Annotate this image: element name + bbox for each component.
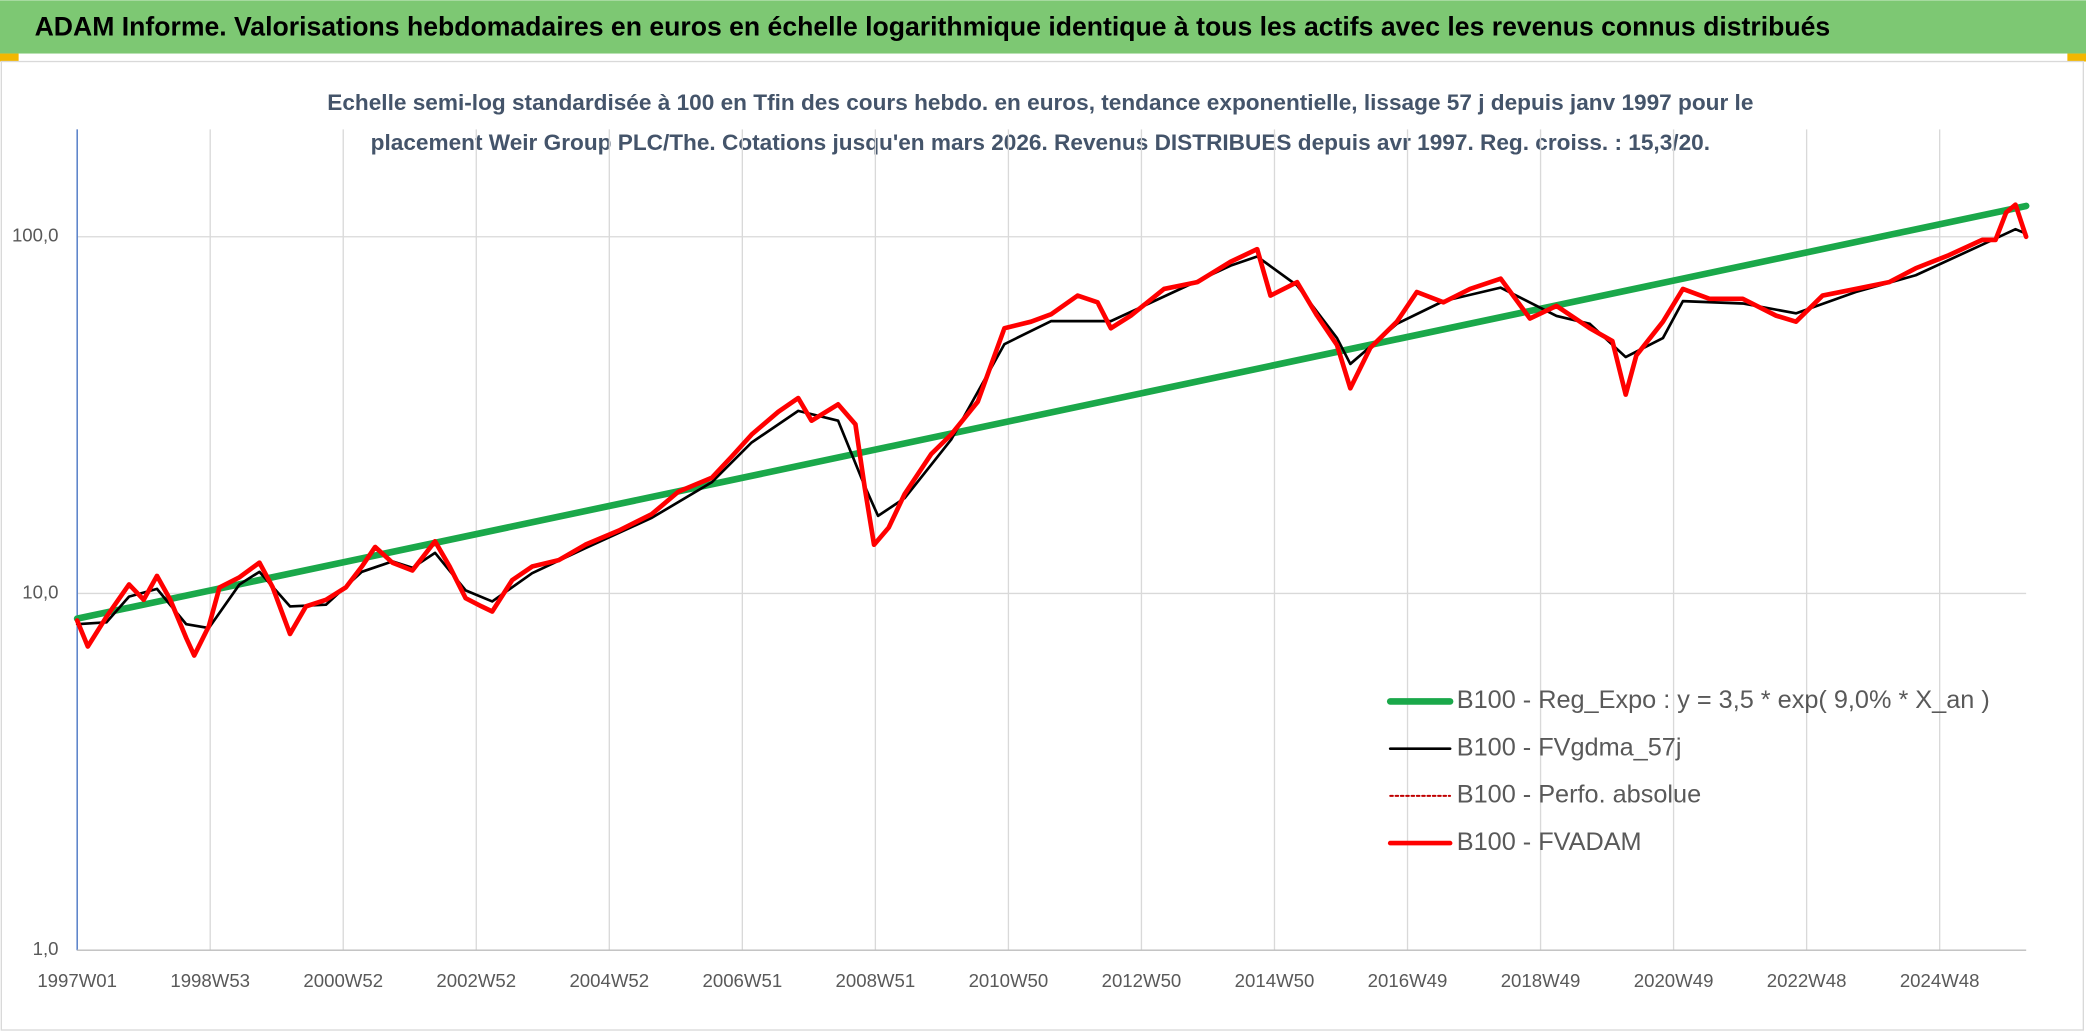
x-tick-label: 2002W52 [436,970,516,991]
corner-mark [0,53,19,62]
y-tick-label: 1,0 [33,938,59,959]
plot-area: 1,0 10,0 100,0 1997W01 1998W53 2000W52 2002W52… [12,129,2030,991]
x-tick-label: 2022W48 [1767,970,1847,991]
x-tick-label: 2006W51 [703,970,783,991]
x-tick-label: 2016W49 [1368,970,1448,991]
x-tick-label: 2012W50 [1102,970,1182,991]
x-tick-label: 2024W48 [1900,970,1980,991]
corner-mark [2067,53,2086,62]
x-tick-label: 2010W50 [969,970,1049,991]
series-line [74,202,2029,658]
x-tick-label: 2008W51 [836,970,916,991]
page-title: ADAM Informe. Valorisations hebdomadaire… [35,11,1831,41]
x-tick-label: 2020W49 [1634,970,1714,991]
x-tick-label: 2018W49 [1501,970,1581,991]
y-tick-label: 10,0 [22,581,58,602]
header-bar [0,0,2086,54]
x-tick-label: 2014W50 [1235,970,1315,991]
legend-label: B100 - FVgdma_57j [1457,733,1682,761]
chart-subtitle: placement Weir Group PLC/The. Cotations … [371,130,1710,155]
series-line [73,202,2030,622]
legend-label: B100 - Reg_Expo : y = 3,5 * exp( 9,0% * … [1457,686,1990,714]
x-tick-label: 1997W01 [37,970,117,991]
y-tick-label: 100,0 [12,225,59,246]
legend-label: B100 - Perfo. absolue [1457,781,1701,809]
legend-label: B100 - FVADAM [1457,828,1642,856]
x-tick-label: 1998W53 [170,970,250,991]
chart-border [0,60,2085,1031]
x-tick-label: 2000W52 [303,970,383,991]
chart-subtitle: Echelle semi-log standardisée à 100 en T… [327,90,1753,115]
x-tick-label: 2004W52 [569,970,649,991]
